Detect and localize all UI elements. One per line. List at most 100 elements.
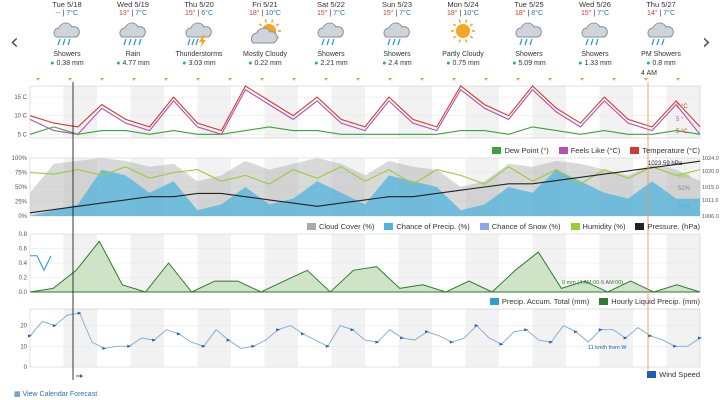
wind-direction-arrow [77, 311, 82, 315]
day-high: 18° [514, 10, 526, 17]
legend-swatch [647, 371, 657, 378]
rain-drop [524, 38, 528, 46]
rain-icon [119, 22, 146, 46]
day-date: Sat 5/22 [317, 0, 345, 9]
legend-label[interactable]: Precip. Accum. Total (mm) [501, 297, 590, 306]
legend-label[interactable]: Chance of Snow (%) [491, 222, 561, 231]
showers-icon [647, 22, 674, 46]
legend-swatch [489, 298, 499, 305]
day-band [666, 86, 700, 138]
day-date: Wed 5/19 [117, 0, 149, 9]
legend-label[interactable]: Hourly Liquid Precip. (mm) [611, 297, 700, 306]
legend-swatch [479, 223, 489, 230]
day-precip: ● 2.4 mm [363, 59, 431, 68]
day-precip: ● 4.77 mm [99, 59, 167, 68]
nav-next-button[interactable]: › [702, 30, 711, 55]
rain-drop [656, 38, 660, 46]
legend-swatch [384, 223, 394, 230]
axis-tick-label: 0.0 [19, 290, 28, 296]
day-forecast-0[interactable]: Tue 5/18 -- | 7°C Showers ● 0.38 mm [33, 0, 101, 68]
cloud [647, 22, 674, 38]
day-precip: ● 5.09 mm [495, 59, 563, 68]
day-icon-wrap [379, 19, 415, 49]
day-marker [420, 78, 424, 81]
mostly-cloudy-icon [250, 19, 281, 44]
legend-label[interactable]: Temperature (°C) [642, 146, 700, 155]
day-band [63, 309, 97, 367]
series-chance-of-precip [30, 169, 700, 216]
day-marker [516, 78, 520, 81]
day-forecast-4[interactable]: Sat 5/22 15° | 7°C Showers ● 2.21 mm [297, 0, 365, 68]
day-band [599, 309, 633, 367]
sun-ray [469, 23, 474, 27]
legend-label[interactable]: Cloud Cover (%) [318, 222, 375, 231]
day-forecast-7[interactable]: Tue 5/25 18° | 8°C Showers ● 5.09 mm [495, 0, 563, 68]
day-forecast-1[interactable]: Wed 5/19 13° | 7°C Rain ● 4.77 mm [99, 0, 167, 68]
view-calendar-forecast-label: View Calendar Forecast [22, 391, 98, 398]
day-forecast-9[interactable]: Thu 5/27 14° | 7°C PM Showers ● 0.8 mm [627, 0, 695, 68]
chart-legend: Precip. Accum. Total (mm) Hourly Liquid P… [480, 297, 700, 306]
rain-drop [529, 38, 533, 46]
axis-tick-label: 25% [15, 200, 28, 206]
showers-icon [383, 22, 410, 46]
day-icon-wrap [313, 19, 349, 49]
day-marker [676, 78, 680, 81]
day-icon-wrap [445, 19, 481, 49]
legend-label[interactable]: Wind Speed [659, 370, 700, 379]
legend-label[interactable]: Feels Like (°C) [570, 146, 621, 155]
day-marker [100, 78, 104, 81]
sun-ray [275, 23, 280, 27]
wind-direction-arrow [623, 336, 628, 340]
nav-prev-button[interactable]: ‹ [10, 30, 19, 55]
rain-drop [387, 38, 391, 46]
view-calendar-forecast-link[interactable]: ▦ View Calendar Forecast [14, 390, 97, 398]
legend-label[interactable]: Pressure. (hPa) [647, 222, 700, 231]
cloud [185, 22, 212, 38]
day-marker [612, 78, 616, 81]
day-temps: 18° | 10°C [447, 10, 479, 17]
day-precip-value: 1.33 mm [584, 60, 612, 67]
drop-icon: ● [314, 60, 321, 67]
rain-drop [138, 38, 142, 46]
day-band [130, 309, 164, 367]
day-band [465, 309, 499, 367]
axis-tick-label: 20 [20, 324, 27, 330]
day-forecast-6[interactable]: Mon 5/24 18° | 10°C Partly Cloudy ● 0.75 mm [429, 0, 497, 68]
day-condition: PM Showers [641, 51, 681, 58]
day-forecast-3[interactable]: Fri 5/21 18° | 10°C Mostly Cloudy ● 0.22 mm [231, 0, 299, 68]
series-dew-point- [29, 126, 701, 135]
partly-cloudy-icon [451, 19, 475, 43]
axis-tick-label: 0 [24, 365, 28, 371]
legend-label[interactable]: Dew Point (°) [504, 146, 549, 155]
sun-ray [258, 23, 263, 27]
day-low: 7°C [333, 10, 346, 17]
rain-drop [321, 38, 325, 46]
legend-label[interactable]: Chance of Precip. (%) [396, 222, 470, 231]
cloud [581, 22, 608, 38]
day-precip-value: 0.75 mm [452, 60, 480, 67]
day-precip-value: 2.4 mm [388, 60, 412, 67]
showers-icon [581, 22, 608, 46]
legend-swatch [570, 223, 580, 230]
day-forecast-2[interactable]: Thu 5/20 15° | 6°C Thunderstorms ● 3.03 mm [165, 0, 233, 68]
day-band [398, 86, 432, 138]
day-precip-value: 4.77 mm [122, 60, 150, 67]
cloud [53, 22, 80, 38]
day-forecast-8[interactable]: Wed 5/26 15° | 7°C Showers ● 1.33 mm [561, 0, 629, 68]
day-precip-value: 0.8 mm [652, 60, 676, 67]
feels-readout: 5 ° [676, 117, 684, 123]
day-marker [484, 78, 488, 81]
day-forecast-5[interactable]: Sun 5/23 15° | 7°C Showers ● 2.4 mm [363, 0, 431, 68]
day-marker [324, 78, 328, 81]
axis-tick-label: 5 C [18, 132, 28, 138]
axis-tick-label: 100% [12, 156, 28, 162]
humidity-readout: 85% [678, 174, 691, 180]
day-low: 10°C [265, 10, 281, 17]
day-date: Wed 5/26 [579, 0, 611, 9]
wind-direction-arrow [400, 336, 405, 340]
day-marker [68, 78, 72, 81]
day-precip-value: 0.22 mm [254, 60, 282, 67]
legend-label[interactable]: Humidity (%) [582, 222, 626, 231]
legend-swatch [492, 147, 502, 154]
axis-tick-label: 0.8 [19, 232, 28, 238]
